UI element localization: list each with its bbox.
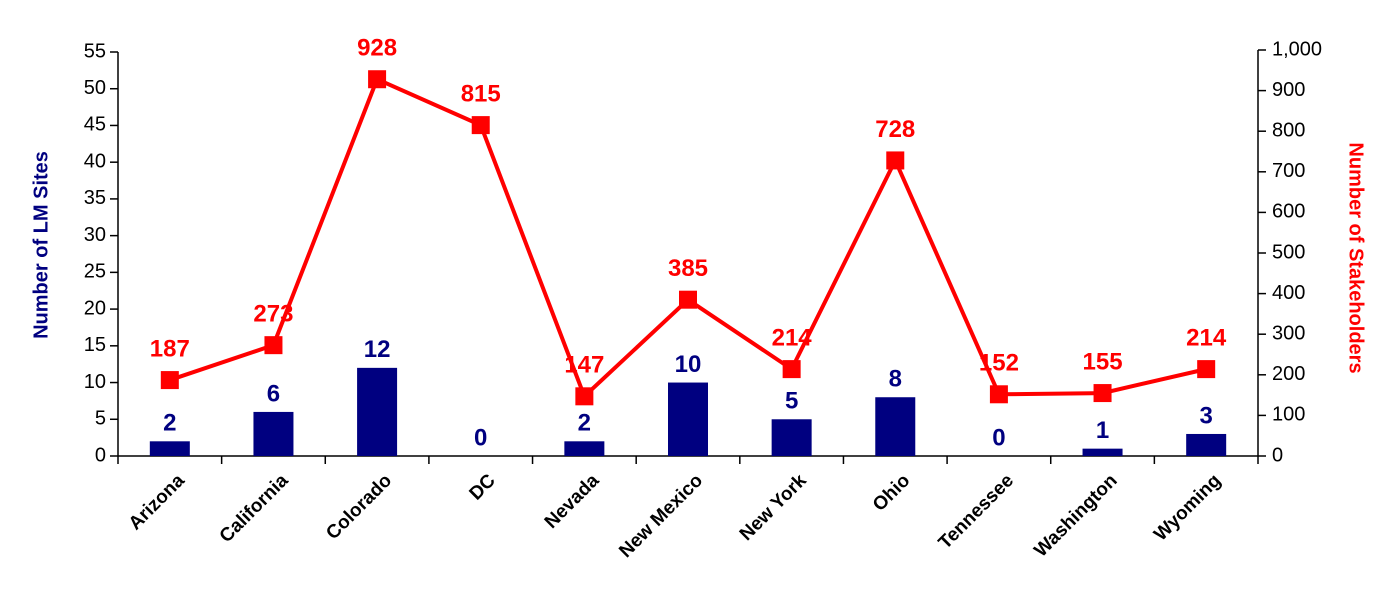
line xyxy=(169,76,1207,400)
bar-value-label: 1 xyxy=(1096,417,1109,444)
line-marker xyxy=(679,290,697,309)
line-value-label: 187 xyxy=(150,335,190,362)
bar-value-label: 0 xyxy=(992,424,1005,451)
line-marker xyxy=(160,371,179,390)
x-tick-label: Colorado xyxy=(322,470,396,544)
bar-value-label: 2 xyxy=(163,410,176,437)
x-tick-label: Nevada xyxy=(541,470,604,533)
x-tick-label: New York xyxy=(736,470,811,545)
line-value-label: 928 xyxy=(357,35,397,62)
y-tick-label: 0 xyxy=(95,444,106,466)
line-value-label: 155 xyxy=(1083,348,1123,375)
bar-value-label: 12 xyxy=(364,336,391,363)
y2-tick-label: 800 xyxy=(1272,119,1305,141)
x-tick-label: Arizona xyxy=(125,470,189,534)
x-tick-label: DC xyxy=(466,470,500,504)
y2-tick-label: 300 xyxy=(1272,322,1305,344)
x-tick-label: Tennessee xyxy=(935,470,1018,553)
x-tick-label: New Mexico xyxy=(615,470,707,562)
x-tick-label: Ohio xyxy=(869,470,914,515)
bar-value-label: 5 xyxy=(785,388,798,415)
x-tick-label: Wyoming xyxy=(1150,470,1225,545)
bar-value-label: 8 xyxy=(889,366,902,393)
bar xyxy=(875,397,916,456)
bar-value-label: 2 xyxy=(578,410,591,437)
bar xyxy=(668,382,708,456)
line-value-label: 273 xyxy=(253,301,293,328)
y2-tick-label: 600 xyxy=(1272,201,1305,223)
y2-tick-label: 500 xyxy=(1272,241,1305,263)
y2-tick-label: 100 xyxy=(1272,404,1305,426)
line-marker xyxy=(471,116,490,135)
y-tick-label: 15 xyxy=(84,334,106,356)
y-tick-label: 20 xyxy=(84,297,106,319)
line-value-label: 385 xyxy=(668,255,708,282)
y-tick-label: 35 xyxy=(84,187,106,209)
bar-value-label: 6 xyxy=(267,380,280,407)
line-marker xyxy=(886,151,905,170)
y-tick-label: 5 xyxy=(95,408,106,430)
line-value-label: 214 xyxy=(1186,324,1227,351)
y-tick-label: 40 xyxy=(84,150,106,172)
line-marker xyxy=(782,360,801,379)
line-value-label: 214 xyxy=(772,324,813,351)
line-value-label: 152 xyxy=(979,350,1019,377)
bar-value-label: 10 xyxy=(675,351,702,378)
bar xyxy=(564,441,605,456)
bar xyxy=(771,419,812,456)
x-tick-label: California xyxy=(216,470,293,547)
y-tick-label: 45 xyxy=(84,114,106,136)
y-tick-label: 25 xyxy=(84,261,106,283)
y-tick-label: 50 xyxy=(84,77,106,99)
line-value-label: 147 xyxy=(564,352,604,379)
y2-tick-label: 1,000 xyxy=(1272,38,1322,60)
bar xyxy=(1186,433,1227,456)
y2-tick-label: 200 xyxy=(1272,363,1305,385)
bar xyxy=(357,367,398,456)
bar xyxy=(1082,448,1123,456)
line-value-label: 815 xyxy=(461,80,501,107)
line-value-label: 728 xyxy=(875,116,915,143)
y2-tick-label: 900 xyxy=(1272,79,1305,101)
line-marker xyxy=(264,336,283,355)
bar xyxy=(253,411,294,456)
x-tick-label: Washington xyxy=(1030,470,1121,561)
line-marker xyxy=(575,387,594,406)
line-marker xyxy=(1197,360,1216,379)
y-tick-label: 30 xyxy=(84,224,106,246)
y2-tick-label: 0 xyxy=(1272,444,1283,466)
y-tick-label: 10 xyxy=(84,371,106,393)
y-axis-title: Number of LM Sites xyxy=(30,151,52,339)
line-marker xyxy=(368,70,387,89)
bar-value-label: 3 xyxy=(1200,402,1213,429)
bar-value-label: 0 xyxy=(474,424,487,451)
line-marker xyxy=(1093,384,1112,403)
line-marker xyxy=(989,385,1008,404)
y2-tick-label: 700 xyxy=(1272,160,1305,182)
bar xyxy=(149,441,190,456)
y-tick-label: 55 xyxy=(84,40,106,62)
y2-axis-title: Number of Stakeholders xyxy=(1345,142,1367,373)
y2-tick-label: 400 xyxy=(1272,282,1305,304)
